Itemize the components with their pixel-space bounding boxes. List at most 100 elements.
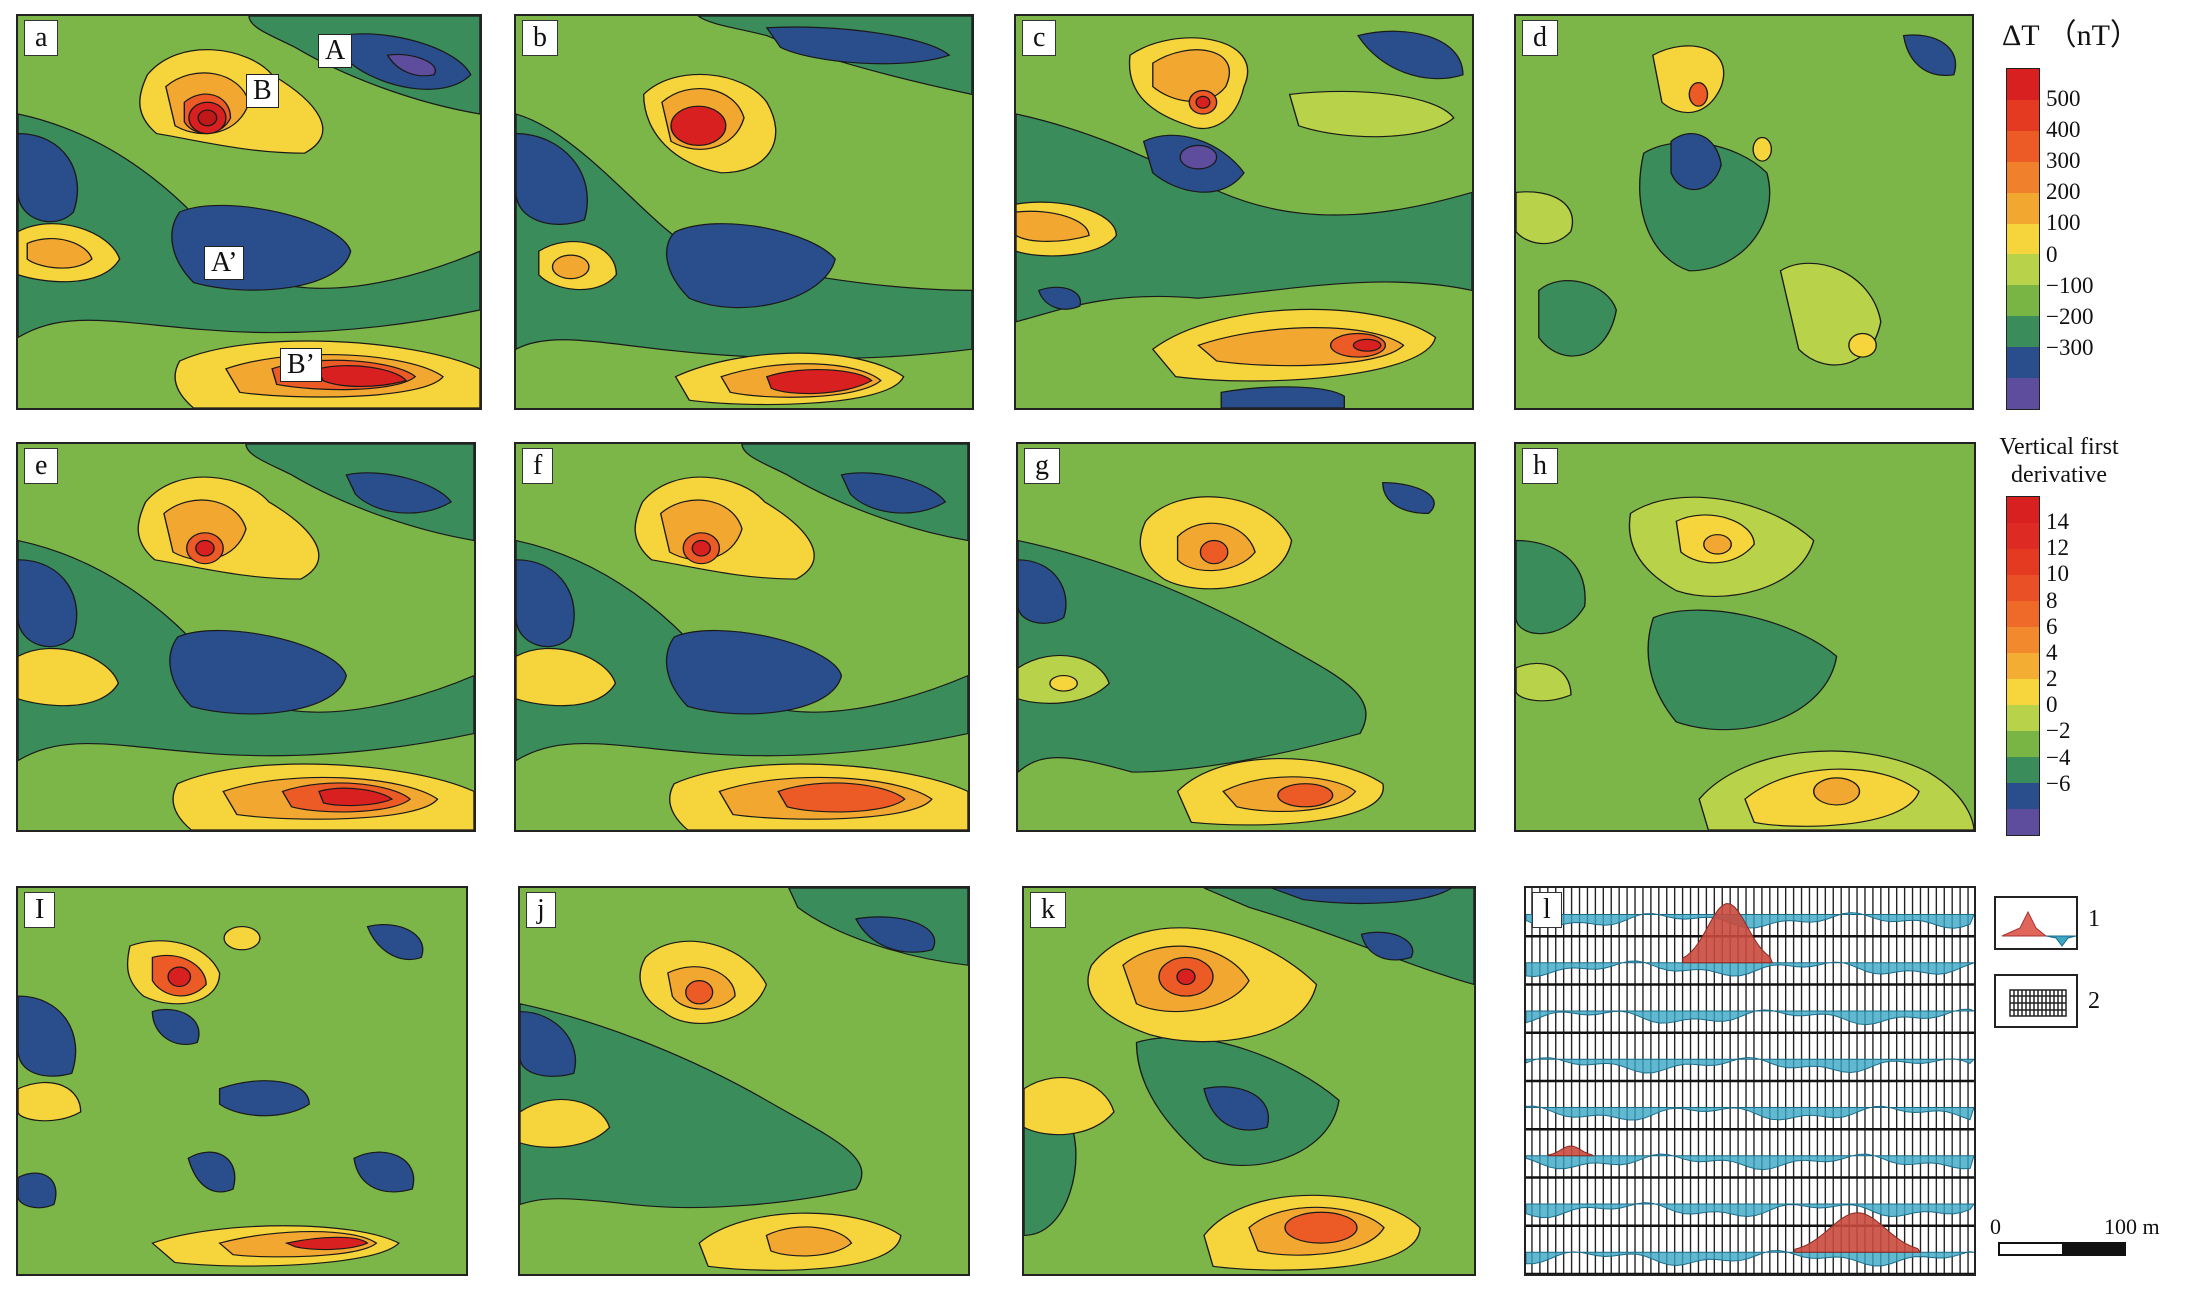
contour-map-a	[18, 16, 480, 408]
panel-c: c	[1014, 14, 1474, 410]
legend-color-band	[2007, 523, 2039, 549]
panel-k: k	[1022, 886, 1476, 1276]
legend-color-band	[2007, 653, 2039, 679]
anomaly-label-A-prime: A’	[204, 246, 245, 280]
contour-map-c	[1016, 16, 1472, 408]
panel-e: e	[16, 442, 476, 832]
panel-label-i: I	[24, 892, 56, 928]
profile-low-curve	[1526, 912, 1974, 929]
legend-tick-label: 200	[2046, 179, 2081, 205]
profile-high-curve	[1547, 1145, 1595, 1157]
panel-b: b	[514, 14, 974, 410]
legend-color-band	[2007, 783, 2039, 809]
legend-tick-label: 8	[2046, 587, 2058, 613]
legend-tick-label: −200	[2046, 303, 2094, 329]
profile-low-curve	[1526, 1056, 1974, 1074]
panel-d: d	[1514, 14, 1974, 410]
panel-label-c: c	[1022, 20, 1057, 56]
key-item-1-symbol	[1994, 896, 2078, 950]
legend-color-band	[2007, 601, 2039, 627]
legend-tick-label: 4	[2046, 639, 2058, 665]
panel-label-e: e	[24, 448, 59, 484]
legend-dT-title: ΔT （nT）	[2002, 19, 2140, 52]
legend-color-band	[2007, 378, 2039, 409]
profile-low-curve	[1526, 960, 1974, 978]
profile-plot-l	[1526, 888, 1974, 1274]
panel-label-g: g	[1024, 448, 1060, 484]
legend-color-band	[2007, 285, 2039, 317]
legend-color-band	[2007, 705, 2039, 731]
scale-bar-black	[2062, 1244, 2124, 1254]
legend-color-band	[2007, 316, 2039, 348]
panel-i: I	[16, 886, 468, 1276]
legend-tick-label: 14	[2046, 509, 2069, 535]
legend-tick-label: 6	[2046, 613, 2058, 639]
panel-label-a: a	[24, 20, 59, 56]
profile-low-curve	[1526, 1202, 1974, 1219]
legend-tick-label: 0	[2046, 241, 2058, 267]
contour-map-e	[18, 444, 474, 830]
contour-map-f	[516, 444, 968, 830]
profile-high-curve	[1794, 1212, 1922, 1253]
anomaly-label-A: A	[318, 34, 353, 68]
legend-tick-label: 0	[2046, 692, 2058, 718]
legend-color-band	[2007, 99, 2039, 131]
legend-tick-label: 400	[2046, 117, 2081, 143]
key-item-2-label: 2	[2088, 988, 2100, 1014]
legend-tick-label: 100	[2046, 210, 2081, 236]
profile-low-curve	[1526, 1105, 1974, 1121]
legend-color-band	[2007, 497, 2039, 523]
legend-tick-label: 2	[2046, 666, 2058, 692]
legend-color-band	[2007, 575, 2039, 601]
legend-color-band	[2007, 549, 2039, 575]
scale-start: 0	[1990, 1214, 2001, 1239]
profile-high-curve	[1682, 903, 1774, 964]
legend-tick-label: 300	[2046, 148, 2081, 174]
contour-map-j	[520, 888, 968, 1274]
panel-h: h	[1514, 442, 1976, 832]
legend-color-band	[2007, 627, 2039, 653]
scale-end: 100 m	[2104, 1214, 2160, 1239]
anomaly-label-B: B	[246, 74, 279, 108]
legend-color-band	[2007, 192, 2039, 224]
anomaly-profile-icon	[2001, 910, 2077, 947]
panel-label-b: b	[522, 20, 558, 56]
panel-a: a A B A’ B’	[16, 14, 482, 410]
anomaly-label-B-prime: B’	[280, 348, 322, 382]
legend-color-band	[2007, 254, 2039, 286]
contour-map-g	[1018, 444, 1474, 830]
contour-map-d	[1516, 16, 1972, 408]
scale-bar	[1998, 1242, 2126, 1256]
key-item-1-label: 1	[2088, 906, 2100, 932]
legend-dT-ramp	[2006, 68, 2040, 410]
panel-g: g	[1016, 442, 1476, 832]
legend-color-band	[2007, 130, 2039, 162]
contour-map-k	[1024, 888, 1474, 1274]
legend-tick-label: −6	[2046, 770, 2071, 796]
panel-l: l	[1524, 886, 1976, 1276]
legend-tick-label: 12	[2046, 535, 2069, 561]
panel-label-k: k	[1030, 892, 1066, 928]
legend-color-band	[2007, 679, 2039, 705]
panel-f: f	[514, 442, 970, 832]
panel-j: j	[518, 886, 970, 1276]
profile-low-curve	[1526, 1153, 1974, 1171]
legend-tick-label: −100	[2046, 272, 2094, 298]
legend-color-band	[2007, 161, 2039, 193]
profile-low-curve	[1526, 1008, 1974, 1026]
legend-color-band	[2007, 347, 2039, 379]
legend-tick-label: 10	[2046, 561, 2069, 587]
legend-tick-label: −4	[2046, 744, 2071, 770]
legend-tick-label: −300	[2046, 334, 2094, 360]
legend-vfd-title-1: Vertical first	[1999, 434, 2119, 460]
panel-label-l: l	[1532, 892, 1562, 928]
panel-label-h: h	[1522, 448, 1558, 484]
contour-map-b	[516, 16, 972, 408]
legend-color-band	[2007, 223, 2039, 255]
panel-label-d: d	[1522, 20, 1558, 56]
legend-vfd-ramp	[2006, 496, 2040, 836]
legend-tick-label: −2	[2046, 718, 2071, 744]
legend-color-band	[2007, 731, 2039, 757]
survey-grid-icon	[2009, 989, 2067, 1017]
